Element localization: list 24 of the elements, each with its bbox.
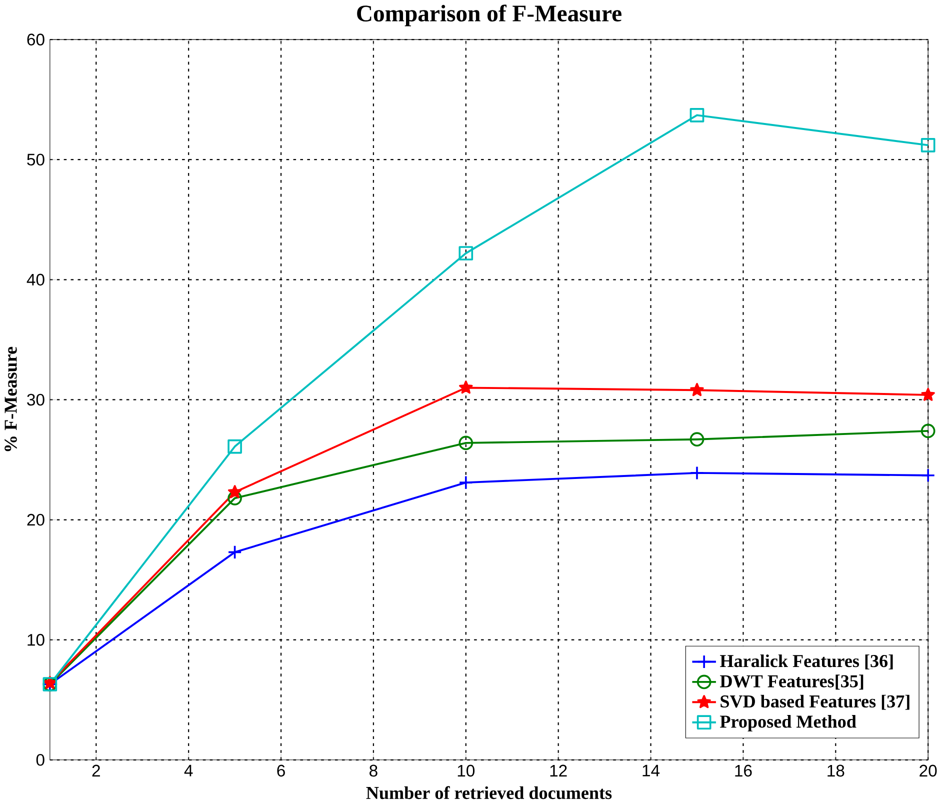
x-tick-label: 4 (184, 764, 193, 776)
y-axis-title: % F-Measure (4, 347, 17, 452)
legend-label: DWT Features[35] (720, 674, 864, 690)
chart-title: Comparison of F-Measure (357, 4, 622, 26)
y-tick-label: 60 (27, 34, 44, 46)
x-tick-label: 6 (277, 764, 285, 777)
y-tick-label: 0 (36, 754, 44, 766)
x-tick-label: 2 (92, 764, 100, 777)
x-tick-label: 12 (550, 764, 567, 777)
x-tick-label: 18 (828, 764, 844, 777)
x-axis-title: Number of retrieved documents (366, 786, 612, 800)
y-tick-label: 50 (27, 154, 44, 166)
y-tick-label: 30 (27, 394, 44, 406)
legend-label: Proposed Method (720, 715, 856, 732)
legend-label: SVD based Features [37] (720, 694, 910, 710)
y-tick-label: 10 (28, 634, 44, 646)
x-tick-label: 14 (642, 764, 660, 776)
x-tick-label: 8 (370, 764, 378, 777)
y-tick-label: 20 (27, 514, 44, 526)
y-tick-label: 40 (26, 274, 44, 286)
x-tick-label: 20 (920, 764, 937, 777)
legend-label: Haralick Features [36] (720, 654, 893, 670)
x-tick-label: 10 (458, 764, 475, 777)
x-tick-label: 16 (735, 764, 752, 777)
